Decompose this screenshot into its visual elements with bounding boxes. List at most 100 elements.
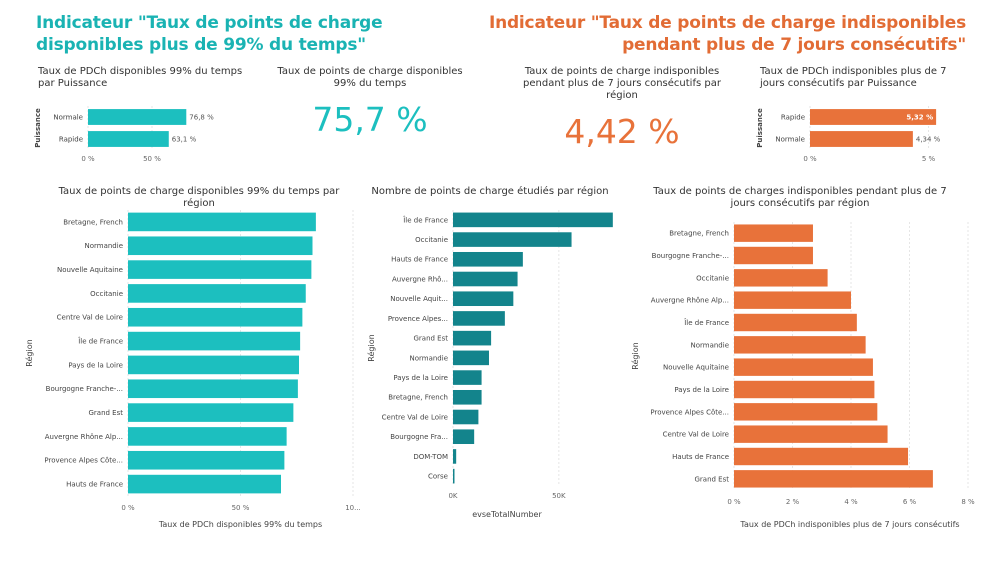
bar[interactable] <box>734 403 878 421</box>
x-axis-title: evseTotalNumber <box>472 510 542 519</box>
category-label: Pays de la Loire <box>68 361 123 369</box>
category-label: Pays de la Loire <box>674 386 729 394</box>
bar[interactable] <box>128 427 287 446</box>
y-axis-title: Puissance <box>756 108 764 148</box>
bar[interactable] <box>453 291 514 307</box>
bar[interactable] <box>453 271 518 287</box>
bar[interactable] <box>734 313 857 332</box>
category-label: Grand Est <box>88 409 123 417</box>
bar[interactable] <box>128 474 281 494</box>
category-label: Normandie <box>409 354 448 362</box>
region-count-chart: 0K 50K Île de France Occitanie Hauts de Fran… <box>366 210 613 519</box>
category-label: Auvergne Rhône Alp... <box>45 433 123 441</box>
category-label: Bourgogne Fra... <box>390 433 448 441</box>
category-label: Hauts de France <box>391 256 448 264</box>
category-label: Provence Alpes Côte... <box>44 457 123 465</box>
bar[interactable] <box>734 246 813 265</box>
bar[interactable] <box>453 350 489 366</box>
category-label: Occitanie <box>696 274 729 282</box>
kpi-unavailable-value: 4,42 % <box>564 112 680 151</box>
x-tick-label: 6 % <box>903 498 917 506</box>
bar[interactable] <box>734 470 933 488</box>
bar[interactable] <box>453 389 482 405</box>
x-tick-label: 0 % <box>81 155 95 163</box>
category-label: Normale <box>775 135 805 143</box>
category-label: Rapide <box>59 135 83 143</box>
bar[interactable] <box>453 330 492 346</box>
power-available-chart: 0 % 50 % Normale 76,8 % Rapide 63,1 % Puissanc… <box>34 106 214 163</box>
bar[interactable] <box>734 380 875 399</box>
category-label: Bretagne, French <box>669 230 729 238</box>
category-label: Normandie <box>690 341 729 349</box>
bar[interactable] <box>453 212 613 228</box>
bar[interactable] <box>734 224 813 242</box>
bar[interactable] <box>88 109 187 125</box>
bar[interactable] <box>453 370 482 385</box>
y-axis-title: Région <box>630 342 640 369</box>
bar[interactable] <box>453 409 479 425</box>
x-axis-title: Taux de PDCh disponibles 99% du temps <box>158 520 322 529</box>
region-unavailable-chart-title: Taux de points de charges indisponibles … <box>653 186 947 209</box>
bar[interactable] <box>734 269 828 287</box>
category-label: Bretagne, French <box>63 218 123 226</box>
x-tick-label: 0 % <box>727 498 741 506</box>
x-tick-label: 0K <box>448 492 457 500</box>
category-label: Bretagne, French <box>388 394 448 402</box>
x-tick-label: 5 % <box>922 155 936 163</box>
bar[interactable] <box>128 307 303 327</box>
y-axis-title: Puissance <box>34 108 42 148</box>
data-label: 76,8 % <box>189 113 214 121</box>
bar[interactable] <box>453 232 572 247</box>
category-label: Bourgogne Franche-... <box>652 252 729 260</box>
power-unavailable-chart-title: Taux de PDCh indisponibles plus de 7 jou… <box>760 66 947 89</box>
category-label: Île de France <box>78 337 123 346</box>
category-label: Provence Alpes Côte... <box>650 408 729 416</box>
x-tick-label: 4 % <box>844 498 858 506</box>
category-label: Grand Est <box>413 335 448 343</box>
category-label: Pays de la Loire <box>393 374 448 382</box>
bar[interactable] <box>128 403 294 422</box>
category-label: Hauts de France <box>672 453 729 461</box>
bar[interactable] <box>128 331 301 351</box>
bar[interactable] <box>88 131 169 147</box>
bar[interactable] <box>453 429 475 445</box>
bar[interactable] <box>453 468 455 484</box>
x-tick-label: 50K <box>552 492 566 500</box>
bar[interactable] <box>810 131 913 147</box>
bar[interactable] <box>128 236 313 256</box>
data-label: 63,1 % <box>172 135 197 143</box>
bar[interactable] <box>128 284 306 303</box>
category-label: Centre Val de Loire <box>663 431 729 439</box>
category-label: Nouvelle Aquit... <box>390 295 448 303</box>
kpi-unavailable-caption: Taux de points de charge indisponibles p… <box>523 66 721 101</box>
bar[interactable] <box>810 109 937 125</box>
bar[interactable] <box>453 311 505 326</box>
bar[interactable] <box>128 260 312 279</box>
x-tick-label: 8 % <box>961 498 975 506</box>
bar[interactable] <box>734 358 873 376</box>
bar[interactable] <box>128 450 285 470</box>
category-label: Grand Est <box>694 475 729 483</box>
kpi-available-value: 75,7 % <box>312 100 428 139</box>
region-unavailable-chart: 0 % 2 % 4 % 6 % 8 % Bretagne, French Bourgogne… <box>630 222 975 529</box>
category-label: Normandie <box>84 242 123 250</box>
bar[interactable] <box>128 355 299 375</box>
region-count-chart-title: Nombre de points de charge étudiés par r… <box>371 186 609 197</box>
category-label: Normale <box>53 113 83 121</box>
category-label: Bourgogne Franche-... <box>46 385 123 393</box>
bar[interactable] <box>734 425 888 443</box>
category-label: Île de France <box>403 215 448 224</box>
bar[interactable] <box>734 447 909 466</box>
category-label: Centre Val de Loire <box>57 314 123 322</box>
category-label: Nouvelle Aquitaine <box>663 364 729 372</box>
bar[interactable] <box>128 379 298 399</box>
bar[interactable] <box>734 336 866 354</box>
bar[interactable] <box>453 449 457 464</box>
category-label: Île de France <box>684 318 729 327</box>
power-available-chart-title: Taux de PDCh disponibles 99% du temps pa… <box>38 66 243 89</box>
data-label: 5,32 % <box>906 113 933 121</box>
bar[interactable] <box>128 212 316 232</box>
bar[interactable] <box>734 291 851 309</box>
bar[interactable] <box>453 251 523 267</box>
right-section-title: Indicateur "Taux de points de charge ind… <box>488 13 966 55</box>
